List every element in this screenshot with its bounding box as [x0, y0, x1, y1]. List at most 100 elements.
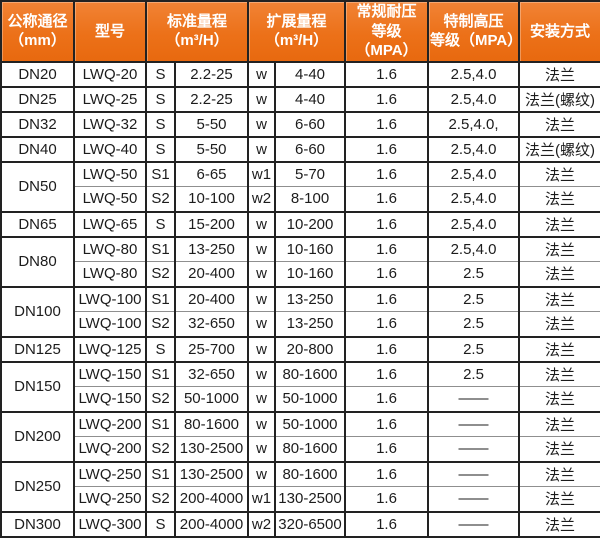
cell-high-mpa: 2.5 [427, 261, 520, 287]
header-model: 型号 [73, 0, 147, 63]
cell-high-mpa: —— [427, 510, 520, 537]
table-row: LWQ-250 S2 200-4000 w1 130-2500 1.6 —— 法… [1, 486, 600, 512]
table-row: DN20 LWQ-20 S 2.2-25 w 4-40 1.6 2.5,4.0 … [0, 60, 600, 87]
cell-model: LWQ-50 [73, 186, 147, 212]
cell-model: LWQ-250 [73, 486, 147, 512]
cell-install: 法兰 [518, 311, 600, 337]
cell-install: 法兰 [518, 460, 600, 487]
table-body: DN20 LWQ-20 S 2.2-25 w 4-40 1.6 2.5,4.0 … [0, 60, 600, 537]
cell-ext-label: w [247, 235, 276, 262]
cell-std-range: 200-4000 [174, 486, 249, 512]
cell-std-label: S [145, 60, 176, 87]
cell-high-mpa: 2.5 [427, 360, 520, 387]
cell-ext-label: w [247, 386, 276, 412]
cell-std-label: S1 [145, 285, 176, 312]
cell-high-mpa: —— [427, 460, 520, 487]
header-install: 安装方式 [518, 0, 600, 63]
cell-dn: DN100 [0, 285, 75, 337]
table-row: DN100 LWQ-100 S1 20-400 w 13-250 1.6 2.5… [0, 285, 600, 337]
cell-ext-label: w [247, 285, 276, 312]
cell-install: 法兰 [518, 436, 600, 462]
cell-ext-range: 80-1600 [274, 360, 346, 387]
cell-dn: DN65 [0, 210, 75, 237]
cell-std-label: S1 [145, 160, 176, 187]
cell-high-mpa: 2.5 [427, 335, 520, 362]
cell-normal-mpa: 1.6 [344, 311, 429, 337]
cell-std-range: 5-50 [174, 110, 249, 137]
cell-high-mpa: 2.5 [427, 285, 520, 312]
cell-normal-mpa: 1.6 [344, 460, 429, 487]
cell-std-label: S1 [145, 360, 176, 387]
table-row: LWQ-80 S2 20-400 w 10-160 1.6 2.5 法兰 [1, 261, 600, 287]
cell-std-label: S [145, 85, 176, 112]
cell-model: LWQ-100 [73, 285, 147, 312]
cell-ext-label: w [247, 460, 276, 487]
cell-model: LWQ-40 [73, 135, 147, 162]
cell-high-mpa: 2.5,4.0 [427, 60, 520, 87]
cell-model: LWQ-125 [73, 335, 147, 362]
cell-std-label: S1 [145, 235, 176, 262]
table-row: DN300 LWQ-300 S 200-4000 w2 320-6500 1.6… [0, 510, 600, 537]
cell-ext-label: w [247, 410, 276, 437]
cell-dn: DN20 [0, 60, 75, 87]
cell-normal-mpa: 1.6 [344, 110, 429, 137]
cell-ext-range: 10-160 [274, 235, 346, 262]
cell-normal-mpa: 1.6 [344, 510, 429, 537]
cell-model: LWQ-32 [73, 110, 147, 137]
cell-normal-mpa: 1.6 [344, 410, 429, 437]
cell-ext-label: w [247, 60, 276, 87]
cell-ext-range: 10-200 [274, 210, 346, 237]
cell-std-label: S2 [145, 386, 176, 412]
cell-high-mpa: —— [427, 410, 520, 437]
cell-ext-range: 13-250 [274, 311, 346, 337]
cell-std-label: S [145, 335, 176, 362]
header-high-pressure: 特制高压 等级（MPA） [427, 0, 522, 63]
cell-high-mpa: 2.5,4.0 [427, 186, 520, 212]
cell-ext-range: 130-2500 [274, 486, 346, 512]
cell-ext-range: 8-100 [274, 186, 346, 212]
cell-ext-range: 4-40 [274, 85, 346, 112]
cell-dn: DN50 [0, 160, 75, 212]
cell-ext-range: 13-250 [274, 285, 346, 312]
cell-ext-label: w [247, 261, 276, 287]
header-diameter: 公称通径 （mm） [0, 0, 75, 63]
cell-ext-range: 50-1000 [274, 410, 346, 437]
cell-model: LWQ-150 [73, 360, 147, 387]
table-row: DN250 LWQ-250 S1 130-2500 w 80-1600 1.6 … [0, 460, 600, 512]
cell-normal-mpa: 1.6 [344, 135, 429, 162]
cell-dn: DN250 [0, 460, 75, 512]
cell-model: LWQ-80 [73, 235, 147, 262]
cell-install: 法兰 [518, 210, 600, 237]
cell-dn: DN32 [0, 110, 75, 137]
cell-std-label: S2 [145, 486, 176, 512]
cell-install: 法兰 [518, 60, 600, 87]
cell-high-mpa: 2.5,4.0 [427, 135, 520, 162]
cell-normal-mpa: 1.6 [344, 210, 429, 237]
cell-high-mpa: 2.5,4.0, [427, 110, 520, 137]
table-row: DN25 LWQ-25 S 2.2-25 w 4-40 1.6 2.5,4.0 … [0, 85, 600, 112]
cell-install: 法兰 [518, 285, 600, 312]
cell-normal-mpa: 1.6 [344, 160, 429, 187]
cell-high-mpa: —— [427, 486, 520, 512]
table-row: LWQ-100 S2 32-650 w 13-250 1.6 2.5 法兰 [1, 311, 600, 337]
cell-ext-label: w [247, 335, 276, 362]
cell-ext-label: w1 [247, 160, 276, 187]
cell-std-range: 130-2500 [174, 460, 249, 487]
cell-std-label: S2 [145, 436, 176, 462]
cell-std-range: 10-100 [174, 186, 249, 212]
cell-install: 法兰 [518, 410, 600, 437]
cell-dn: DN150 [0, 360, 75, 412]
cell-ext-label: w [247, 85, 276, 112]
cell-ext-range: 80-1600 [274, 460, 346, 487]
cell-install: 法兰(螺纹) [518, 85, 600, 112]
cell-ext-range: 4-40 [274, 60, 346, 87]
table-row: DN150 LWQ-150 S1 32-650 w 80-1600 1.6 2.… [0, 360, 600, 412]
header-normal-pressure: 常规耐压 等级（MPA） [344, 0, 429, 63]
cell-install: 法兰 [518, 235, 600, 262]
header-standard-range: 标准量程 （m³/H） [145, 0, 249, 63]
cell-install: 法兰 [518, 335, 600, 362]
cell-std-range: 32-650 [174, 360, 249, 387]
cell-std-range: 200-4000 [174, 510, 249, 537]
header-row: 公称通径 （mm） 型号 标准量程 （m³/H） 扩展量程 （m³/H） 常规耐… [0, 0, 600, 63]
cell-ext-label: w [247, 210, 276, 237]
